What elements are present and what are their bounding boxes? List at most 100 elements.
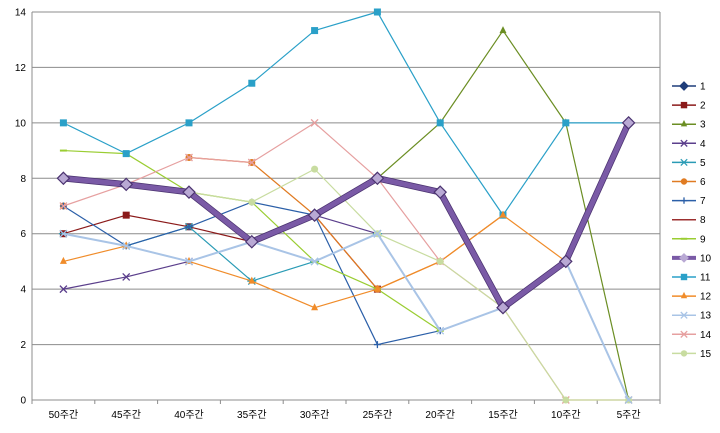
data-point bbox=[59, 285, 68, 294]
legend-item-13: 13 bbox=[672, 311, 712, 322]
data-point bbox=[122, 241, 131, 250]
y-tick-label: 12 bbox=[15, 63, 27, 74]
data-point-outline bbox=[433, 185, 448, 199]
data-point bbox=[680, 330, 688, 338]
legend-item-3: 3 bbox=[672, 120, 706, 131]
y-tick-label: 10 bbox=[15, 118, 27, 129]
series-line bbox=[63, 121, 631, 311]
series-7 bbox=[59, 198, 444, 349]
data-point-outline bbox=[56, 171, 71, 186]
legend-item-8: 8 bbox=[672, 215, 706, 226]
data-point-outline bbox=[182, 185, 196, 199]
data-point bbox=[499, 26, 507, 34]
legend-item-14: 14 bbox=[672, 330, 712, 341]
data-point bbox=[679, 252, 689, 263]
data-point-outline bbox=[370, 171, 385, 186]
x-tick-label: 35주간 bbox=[237, 409, 267, 421]
series-15 bbox=[185, 165, 633, 404]
data-point bbox=[680, 101, 688, 109]
data-point bbox=[185, 257, 193, 266]
legend-label: 2 bbox=[700, 101, 706, 112]
legend-item-5: 5 bbox=[672, 158, 706, 169]
data-point bbox=[373, 284, 381, 292]
data-point bbox=[499, 210, 507, 218]
data-point bbox=[59, 119, 67, 127]
legend-item-11: 11 bbox=[672, 273, 711, 284]
data-point bbox=[311, 27, 319, 35]
legend-label: 6 bbox=[700, 177, 706, 188]
data-point-outline bbox=[244, 234, 259, 249]
series-line bbox=[63, 201, 441, 346]
series-line bbox=[63, 11, 629, 216]
data-point bbox=[562, 396, 570, 404]
legend-item-12: 12 bbox=[672, 292, 712, 303]
legend-label: 3 bbox=[700, 120, 706, 131]
series-13 bbox=[59, 229, 633, 404]
legend-label: 9 bbox=[700, 234, 706, 245]
series-line bbox=[188, 168, 629, 401]
y-tick-label: 0 bbox=[20, 396, 26, 407]
data-point bbox=[310, 118, 319, 127]
data-point-outline bbox=[119, 177, 134, 192]
data-point bbox=[122, 150, 130, 158]
data-point bbox=[373, 341, 381, 349]
data-point bbox=[119, 178, 133, 191]
series-line bbox=[63, 232, 630, 401]
legend-item-10: 10 bbox=[672, 252, 712, 264]
legend-item-1: 1 bbox=[672, 81, 706, 93]
x-tick-label: 5주간 bbox=[617, 409, 641, 421]
data-point bbox=[680, 350, 688, 357]
data-point bbox=[373, 8, 381, 16]
data-point bbox=[122, 272, 131, 281]
series-line bbox=[63, 122, 629, 401]
legend-label: 8 bbox=[700, 215, 706, 226]
legend-item-7: 7 bbox=[672, 196, 706, 207]
data-point bbox=[185, 223, 193, 231]
series-10 bbox=[56, 116, 636, 315]
y-tick-label: 14 bbox=[15, 8, 27, 19]
data-point bbox=[436, 119, 444, 127]
x-tick-label: 50주간 bbox=[49, 409, 79, 421]
data-point-outline bbox=[558, 254, 573, 269]
data-point bbox=[680, 120, 688, 127]
data-point bbox=[679, 158, 689, 167]
data-point-outline bbox=[621, 116, 636, 130]
x-tick-label: 10주간 bbox=[551, 409, 581, 421]
x-tick-label: 20주간 bbox=[425, 409, 455, 421]
legend-label: 13 bbox=[700, 311, 712, 322]
data-point bbox=[122, 211, 130, 219]
data-point bbox=[310, 257, 319, 266]
data-point bbox=[247, 158, 256, 167]
data-point bbox=[680, 197, 688, 204]
data-point bbox=[185, 153, 193, 162]
data-point bbox=[373, 229, 382, 238]
y-tick-label: 8 bbox=[20, 174, 26, 185]
data-point bbox=[679, 81, 689, 91]
data-point bbox=[248, 79, 256, 87]
x-tick-label: 30주간 bbox=[300, 409, 330, 421]
data-point bbox=[185, 119, 193, 127]
legend-item-4: 4 bbox=[672, 139, 706, 150]
data-point bbox=[59, 229, 68, 238]
data-point bbox=[680, 311, 688, 319]
legend-item-15: 15 bbox=[672, 349, 712, 360]
data-point bbox=[59, 256, 67, 264]
legend-label: 11 bbox=[700, 273, 711, 284]
data-point bbox=[562, 119, 570, 127]
data-point-outline bbox=[307, 208, 322, 222]
data-point-outline bbox=[496, 300, 510, 315]
data-point bbox=[59, 202, 68, 210]
series-line bbox=[63, 122, 630, 332]
legend-label: 15 bbox=[700, 349, 712, 360]
data-point bbox=[680, 178, 688, 185]
x-tick-label: 40주간 bbox=[174, 409, 204, 421]
data-point bbox=[680, 273, 688, 281]
y-tick-label: 2 bbox=[20, 340, 26, 351]
data-point bbox=[436, 257, 444, 265]
data-point bbox=[248, 276, 256, 284]
data-point bbox=[57, 172, 70, 185]
legend-label: 5 bbox=[700, 158, 706, 169]
